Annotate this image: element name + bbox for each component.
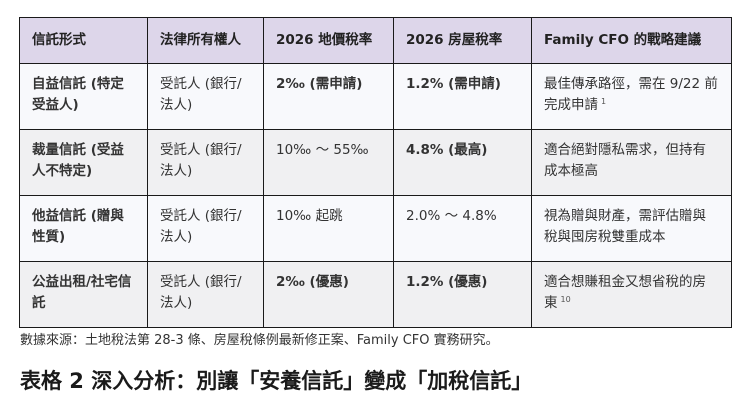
- header-land-tax-rate: 2026 地價稅率: [263, 17, 394, 64]
- cell-trust-type: 自益信託 (特定受益人): [19, 63, 148, 130]
- cell-house-tax-rate: 2.0% ～ 4.8%: [393, 195, 532, 262]
- cell-advice: 最佳傳承路徑，需在 9/22 前完成申請 1: [531, 63, 732, 130]
- advice-text: 最佳傳承路徑，需在 9/22 前完成申請: [544, 76, 718, 113]
- table-row: 自益信託 (特定受益人) 受託人 (銀行/法人) 2‰ (需申請) 1.2% (…: [19, 63, 732, 130]
- cell-land-tax-rate: 10‰ ～ 55‰: [263, 129, 394, 196]
- table-row: 裁量信託 (受益人不特定) 受託人 (銀行/法人) 10‰ ～ 55‰ 4.8%…: [19, 129, 732, 196]
- trust-tax-comparison-table: 信託形式 法律所有權人 2026 地價稅率 2026 房屋稅率 Family C…: [19, 17, 732, 328]
- cell-legal-owner: 受託人 (銀行/法人): [147, 129, 264, 196]
- cell-legal-owner: 受託人 (銀行/法人): [147, 261, 264, 328]
- advice-text: 適合想賺租金又想省稅的房東: [544, 274, 706, 311]
- header-house-tax-rate: 2026 房屋稅率: [393, 17, 532, 64]
- cell-house-tax-rate: 4.8% (最高): [393, 129, 532, 196]
- advice-text: 視為贈與財產，需評估贈與稅與囤房稅雙重成本: [544, 208, 706, 245]
- cell-land-tax-rate: 2‰ (優惠): [263, 261, 394, 328]
- cell-house-tax-rate: 1.2% (需申請): [393, 63, 532, 130]
- cell-house-tax-rate: 1.2% (優惠): [393, 261, 532, 328]
- cell-advice: 視為贈與財產，需評估贈與稅與囤房稅雙重成本: [531, 195, 732, 262]
- cell-land-tax-rate: 2‰ (需申請): [263, 63, 394, 130]
- cell-legal-owner: 受託人 (銀行/法人): [147, 195, 264, 262]
- cell-trust-type: 他益信託 (贈與性質): [19, 195, 148, 262]
- footnote-ref[interactable]: 10: [560, 294, 571, 304]
- cell-advice: 適合想賺租金又想省稅的房東 10: [531, 261, 732, 328]
- footnote-ref[interactable]: 1: [601, 96, 607, 106]
- cell-land-tax-rate: 10‰ 起跳: [263, 195, 394, 262]
- header-legal-owner: 法律所有權人: [147, 17, 264, 64]
- section-heading: 表格 2 深入分析：別讓「安養信託」變成「加稅信託」: [20, 369, 533, 393]
- cell-advice: 適合絕對隱私需求，但持有成本極高: [531, 129, 732, 196]
- table-row: 他益信託 (贈與性質) 受託人 (銀行/法人) 10‰ 起跳 2.0% ～ 4.…: [19, 195, 732, 262]
- cell-trust-type: 公益出租/社宅信託: [19, 261, 148, 328]
- header-trust-type: 信託形式: [19, 17, 148, 64]
- table-row: 公益出租/社宅信託 受託人 (銀行/法人) 2‰ (優惠) 1.2% (優惠) …: [19, 261, 732, 328]
- table-header-row: 信託形式 法律所有權人 2026 地價稅率 2026 房屋稅率 Family C…: [19, 17, 732, 64]
- advice-text: 適合絕對隱私需求，但持有成本極高: [544, 142, 706, 179]
- cell-legal-owner: 受託人 (銀行/法人): [147, 63, 264, 130]
- header-cfo-advice: Family CFO 的戰略建議: [531, 17, 732, 64]
- cell-trust-type: 裁量信託 (受益人不特定): [19, 129, 148, 196]
- data-source-note: 數據來源：土地稅法第 28-3 條、房屋稅條例最新修正案、Family CFO …: [20, 333, 499, 348]
